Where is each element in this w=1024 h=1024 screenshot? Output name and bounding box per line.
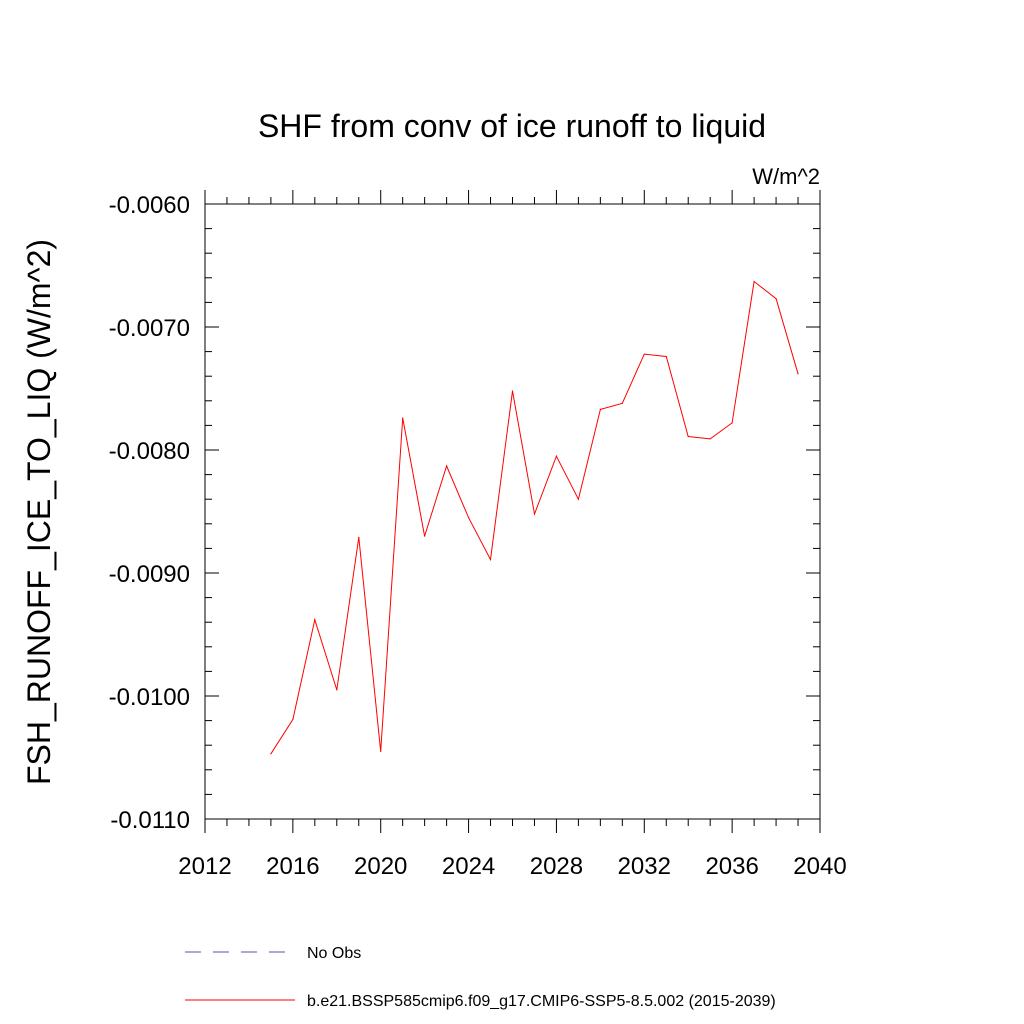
legend: No Obs b.e21.BSSP585cmip6.f09_g17.CMIP6-S… (185, 945, 776, 1010)
data-point (577, 498, 579, 500)
data-point (709, 438, 711, 440)
x-tick-label: 2016 (266, 853, 319, 880)
data-point (599, 408, 601, 411)
data-point (643, 353, 645, 355)
x-tick-label: 2036 (705, 853, 758, 880)
legend-label: b.e21.BSSP585cmip6.f09_g17.CMIP6-SSP5-8.… (307, 993, 776, 1010)
data-point (336, 689, 338, 691)
data-point (489, 558, 492, 561)
data-point (467, 517, 470, 519)
data-point (665, 355, 667, 358)
series-layer (270, 280, 799, 755)
data-point (533, 513, 536, 515)
y-tick-label: -0.0060 (109, 192, 190, 219)
y-tick-label: -0.0070 (109, 315, 190, 342)
data-point (687, 435, 689, 438)
data-point (731, 422, 733, 424)
series-line (270, 280, 799, 755)
data-point (797, 373, 799, 375)
data-point (511, 390, 514, 392)
x-tick-label: 2012 (178, 853, 231, 880)
x-tick-label: 2024 (442, 853, 495, 880)
y-axis: -0.0060 -0.0070 -0.0080 -0.0090 -0.0100 -0.01… (109, 192, 820, 834)
data-point (402, 417, 404, 419)
data-point (380, 750, 382, 752)
y-tick-label: -0.0090 (109, 561, 190, 588)
y-tick-label: -0.0100 (109, 684, 190, 711)
x-tick-label: 2032 (618, 853, 671, 880)
data-point (621, 402, 623, 404)
data-point (446, 465, 448, 467)
data-point (555, 455, 558, 457)
plot-frame (204, 203, 821, 820)
y-axis-label: FSH_RUNOFF_ICE_TO_LIQ (W/m^2) (21, 239, 57, 785)
legend-label: No Obs (307, 945, 361, 962)
chart-title: SHF from conv of ice runoff to liquid (258, 108, 766, 144)
x-axis: 2012 2016 2020 2024 2028 2032 2036 2040 (178, 190, 847, 880)
x-tick-label: 2020 (354, 853, 407, 880)
data-point (314, 619, 316, 621)
x-tick-label: 2040 (793, 853, 846, 880)
y-tick-label: -0.0110 (110, 807, 190, 834)
data-point (424, 535, 426, 537)
data-point (753, 280, 755, 283)
x-tick-label: 2028 (530, 853, 583, 880)
data-point (775, 298, 777, 300)
y-tick-label: -0.0080 (109, 438, 190, 465)
data-point (358, 536, 360, 538)
units-label: W/m^2 (752, 164, 820, 189)
data-point (270, 753, 272, 755)
data-point (292, 718, 294, 720)
